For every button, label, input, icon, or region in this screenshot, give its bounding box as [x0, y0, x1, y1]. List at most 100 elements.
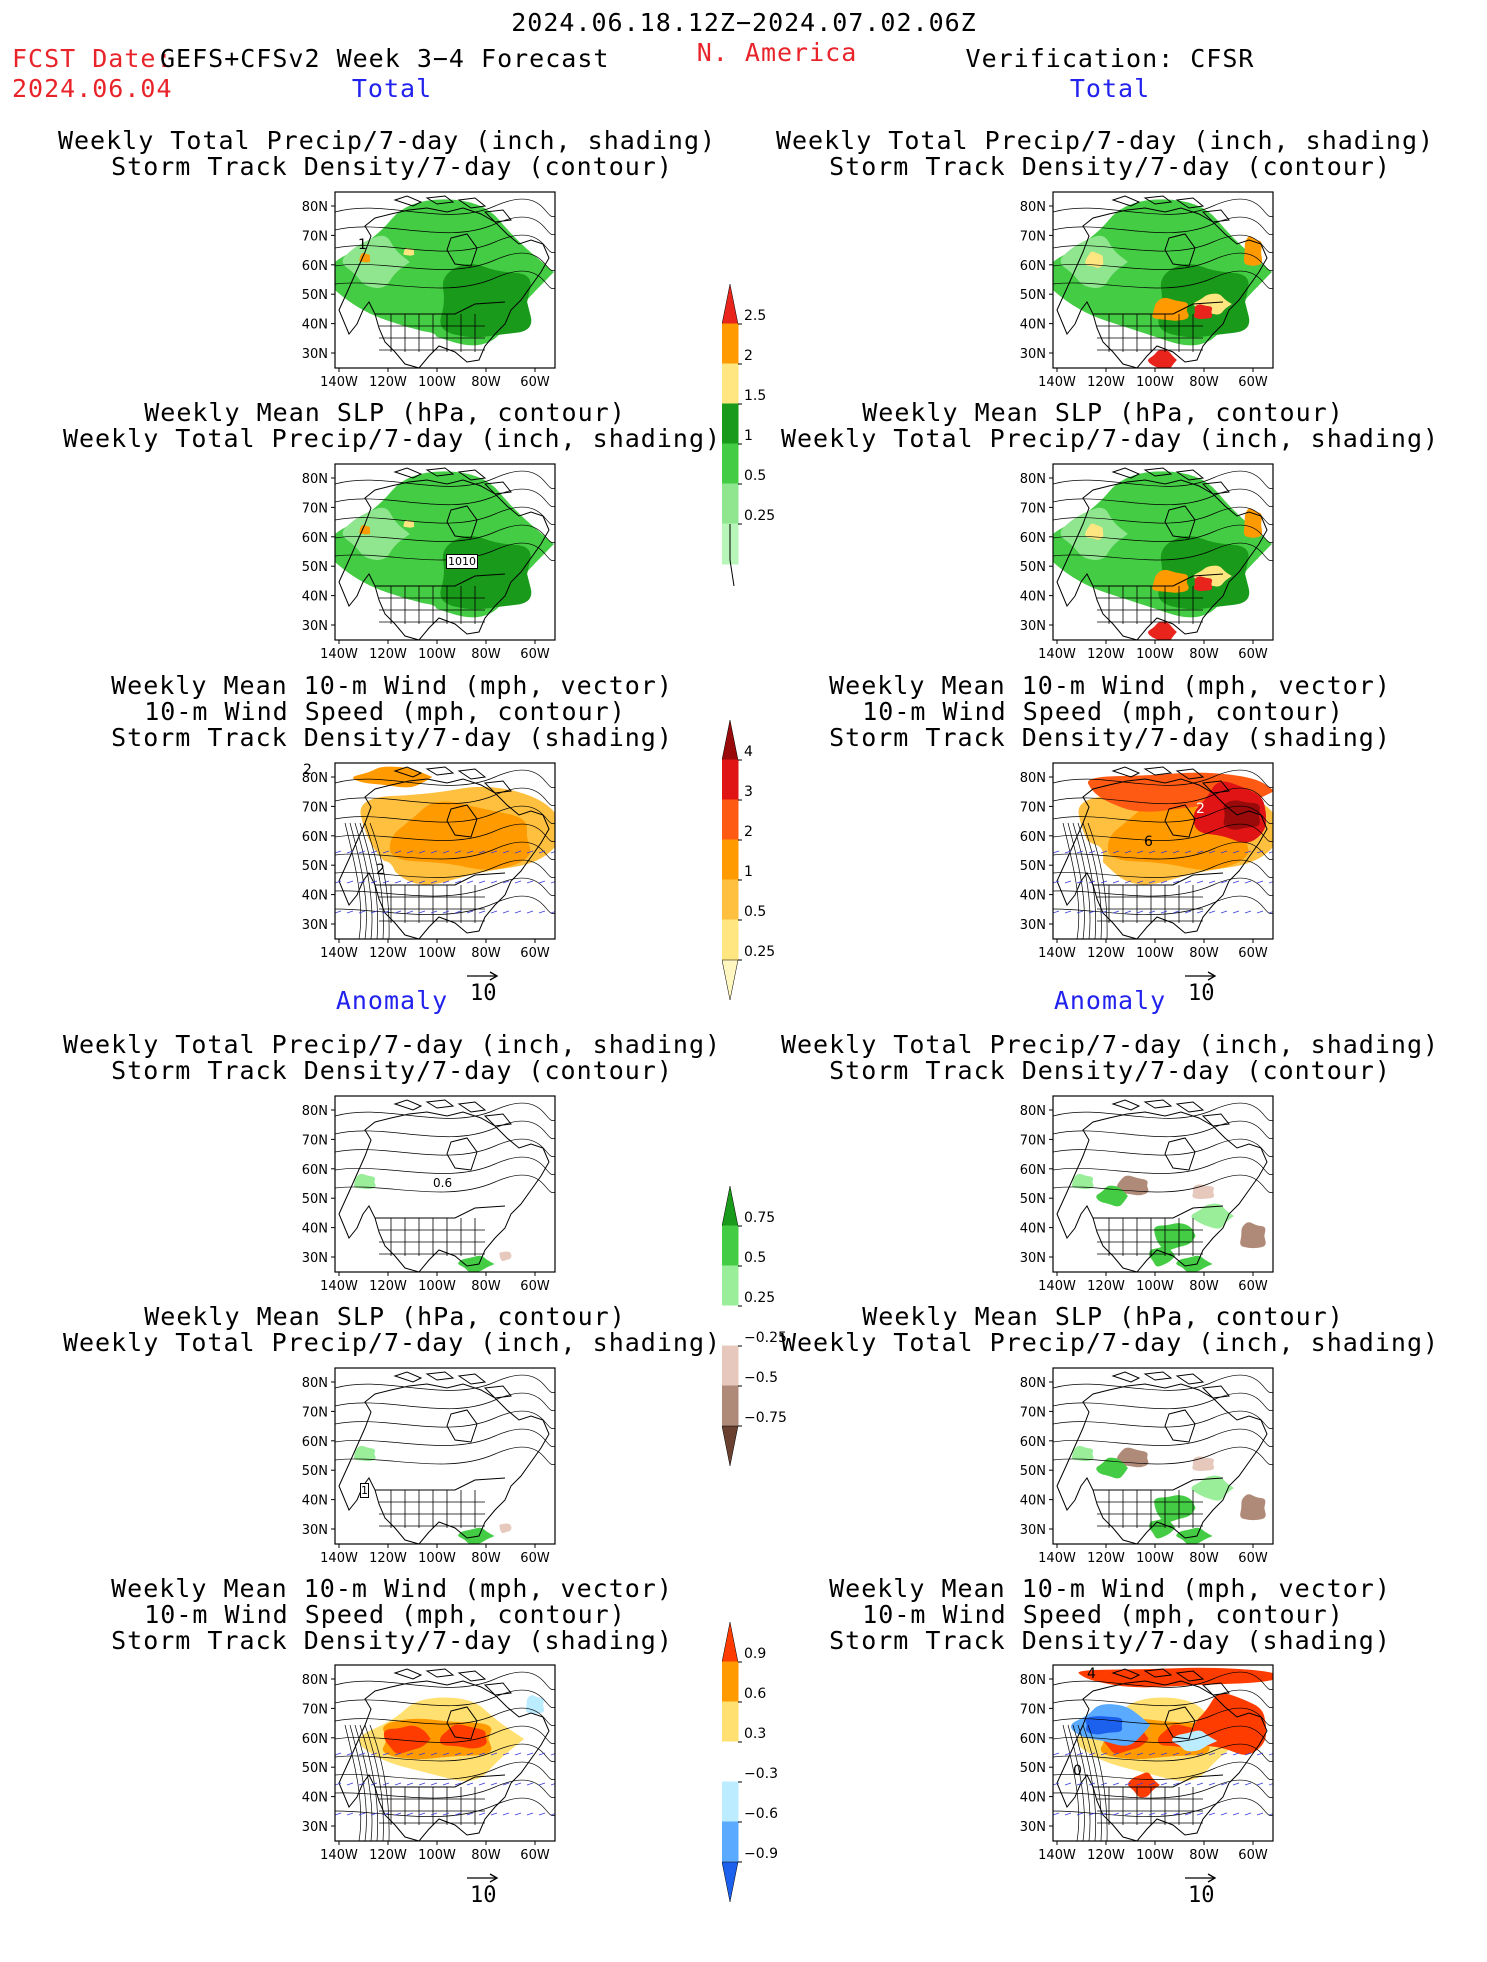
lat-tick-label: 30N — [1020, 1251, 1046, 1266]
lon-tick-label: 60W — [520, 1279, 550, 1294]
lon-tick-label: 100W — [418, 946, 456, 961]
state-borders — [1097, 314, 1203, 352]
national-border — [1093, 1774, 1224, 1788]
bay-outline — [446, 505, 478, 539]
shaded-region — [335, 861, 420, 939]
lon-tick-label: 120W — [1087, 946, 1125, 961]
island-outline — [483, 780, 512, 794]
shaded-region — [1152, 297, 1189, 321]
panel-title-r4-1: Weekly Total Precip/7-day (inch, shading… — [780, 1030, 1440, 1059]
contour-label: 0.6 — [433, 1176, 453, 1190]
lon-tick-label: 120W — [369, 946, 407, 961]
map-verif-slp-precip-total: 80N 70N 60N 50N 40N 30N 140W 120W 100W 80W 60W — [1001, 460, 1281, 666]
shaded-region — [1176, 1527, 1213, 1544]
island-outline — [1175, 1670, 1205, 1682]
lat-tick-label: 50N — [302, 859, 328, 874]
vector-ref-label: 10 — [470, 981, 497, 1006]
bay-outline — [1164, 233, 1196, 267]
lon-tick-label: 100W — [418, 1279, 456, 1294]
island-outline — [425, 1099, 455, 1109]
shaded-region — [499, 1523, 512, 1534]
lat-tick-label: 40N — [302, 1494, 328, 1509]
colorbar-swatch — [721, 959, 739, 1001]
national-border — [1093, 1477, 1224, 1491]
lon-tick-label: 120W — [369, 1551, 407, 1566]
colorbar-swatch — [721, 1425, 739, 1467]
island-outline — [457, 197, 487, 209]
panel-title-l5-1: Weekly Mean SLP (hPa, contour) — [144, 1302, 626, 1331]
shaded-region — [1085, 251, 1104, 268]
lat-tick-label: 30N — [1020, 1820, 1046, 1835]
colorbar-swatch — [721, 1385, 739, 1427]
contours — [1053, 198, 1273, 289]
island-outline — [483, 481, 512, 495]
shaded-region — [1240, 1222, 1266, 1249]
panel-title-r3-2: 10-m Wind Speed (mph, contour) — [862, 697, 1344, 726]
coastline — [338, 1383, 550, 1544]
island-outline — [1175, 768, 1205, 780]
colorbar-storm-anom: 0.9 0.6 0.3 −0.3 −0.6 −0.9 — [721, 1608, 792, 1962]
colorbar-label: 2.5 — [744, 308, 766, 324]
state-borders — [1097, 885, 1203, 923]
island-outline — [393, 195, 423, 207]
colorbar-precip-total: 2.5 2 1.5 1 0.5 0.25 — [721, 270, 792, 624]
lat-tick-label: 30N — [1020, 918, 1046, 933]
lon-tick-label: 140W — [320, 647, 358, 662]
lat-tick-label: 60N — [302, 531, 328, 546]
lat-tick-label: 70N — [302, 800, 328, 815]
island-outline — [457, 1101, 487, 1113]
lat-tick-label: 50N — [1020, 288, 1046, 303]
verification-title: Verification: CFSR — [965, 44, 1255, 73]
colorbar-label: 3 — [744, 784, 753, 800]
model-title: GEFS+CFSv2 Week 3−4 Forecast — [160, 44, 610, 73]
lat-tick-label: 70N — [1020, 501, 1046, 516]
contours — [335, 1102, 555, 1193]
lat-tick-label: 30N — [302, 619, 328, 634]
lat-tick-label: 40N — [302, 889, 328, 904]
lon-tick-label: 100W — [1136, 946, 1174, 961]
shaded-region — [1192, 1184, 1215, 1200]
lat-tick-label: 70N — [302, 1702, 328, 1717]
colorbar-label: 0.5 — [744, 1250, 766, 1266]
lat-tick-label: 30N — [302, 918, 328, 933]
arrow-right-icon — [467, 1873, 499, 1883]
panel-title-r5-1: Weekly Mean SLP (hPa, contour) — [862, 1302, 1344, 1331]
shaded-region — [342, 235, 410, 288]
island-outline — [1143, 195, 1173, 205]
lat-tick-label: 30N — [1020, 619, 1046, 634]
island-outline — [1175, 1101, 1205, 1113]
lon-tick-label: 100W — [1136, 1551, 1174, 1566]
shaded-region — [1096, 1185, 1128, 1207]
contours — [335, 1671, 555, 1841]
national-border — [1093, 872, 1224, 886]
shaded-region — [390, 327, 438, 356]
lat-tick-label: 60N — [1020, 259, 1046, 274]
lon-tick-label: 60W — [520, 1848, 550, 1863]
section-total-right: Total — [1069, 74, 1151, 103]
island-outline — [425, 766, 455, 776]
panel-title-l3-1: Weekly Mean 10-m Wind (mph, vector) — [111, 671, 673, 700]
lon-tick-label: 140W — [1038, 1279, 1076, 1294]
lon-tick-label: 100W — [418, 1848, 456, 1863]
colorbar-label: 4 — [744, 744, 753, 760]
section-anomaly-left: Anomaly — [335, 986, 449, 1015]
island-outline — [393, 467, 423, 479]
panel-title-l3-2: 10-m Wind Speed (mph, contour) — [144, 697, 626, 726]
lat-tick-label: 60N — [302, 830, 328, 845]
contour-label: 1010 — [446, 554, 478, 569]
lon-tick-label: 120W — [369, 1848, 407, 1863]
shaded-region — [1085, 523, 1104, 540]
colorbar-swatch — [721, 1781, 739, 1823]
lat-tick-label: 30N — [1020, 1523, 1046, 1538]
island-outline — [425, 1668, 455, 1678]
wind-vectors — [1053, 850, 1273, 914]
lat-tick-label: 40N — [302, 318, 328, 333]
colorbar-label: 1.5 — [744, 388, 766, 404]
shaded-region — [353, 1445, 376, 1462]
lon-tick-label: 140W — [1038, 1848, 1076, 1863]
island-outline — [1143, 1668, 1173, 1678]
national-border — [375, 1205, 506, 1219]
lat-tick-label: 60N — [1020, 531, 1046, 546]
lat-tick-label: 60N — [1020, 1732, 1046, 1747]
lat-tick-label: 80N — [1020, 200, 1046, 215]
